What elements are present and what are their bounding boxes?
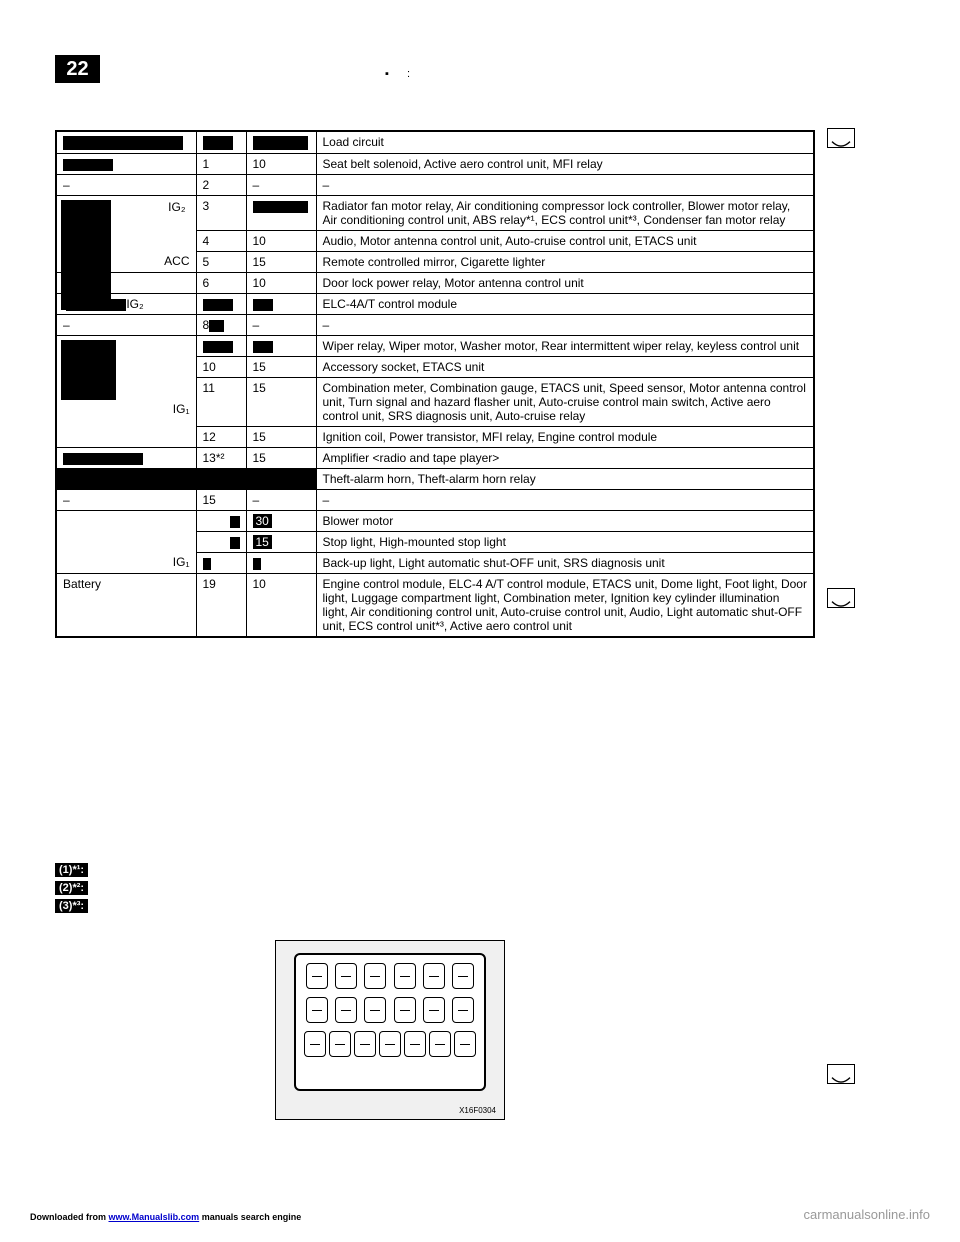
cell: Door lock power relay, Motor antenna con… — [316, 272, 814, 293]
footer-link[interactable]: www.Manualslib.com — [109, 1212, 200, 1222]
cell: 1 — [196, 153, 246, 174]
cell: 10 — [246, 230, 316, 251]
cell: Amplifier <radio and tape player> — [316, 447, 814, 468]
diagram-id: X16F0304 — [459, 1106, 496, 1115]
cell: Battery — [56, 573, 196, 637]
cell: – — [56, 174, 196, 195]
cell: 15 — [246, 426, 316, 447]
table-row: – 15 – – — [56, 489, 814, 510]
table-row: Battery 19 10 Engine control module, ELC… — [56, 573, 814, 637]
cell: Blower motor — [316, 510, 814, 531]
cell: 10 — [246, 272, 316, 293]
cell: 8 — [203, 318, 210, 332]
note-1: (1)*¹: — [55, 863, 88, 877]
cell: 12 — [196, 426, 246, 447]
table-row: Load circuit — [56, 131, 814, 153]
cell: Theft-alarm horn, Theft-alarm horn relay — [316, 468, 814, 489]
side-icon-top — [827, 128, 855, 148]
cell: 2 — [196, 174, 246, 195]
table-row: IG₂ ACC 3 Radiator fan motor relay, Air … — [56, 195, 814, 230]
cell: – — [246, 174, 316, 195]
cell: Accessory socket, ETACS unit — [316, 356, 814, 377]
cell: Ignition coil, Power transistor, MFI rel… — [316, 426, 814, 447]
cell: Back-up light, Light automatic shut-OFF … — [316, 552, 814, 573]
cell: – — [246, 314, 316, 335]
cell: 10 — [246, 573, 316, 637]
cell: 10 — [196, 356, 246, 377]
table-row: 13*² 15 Amplifier <radio and tape player… — [56, 447, 814, 468]
cell: – — [316, 314, 814, 335]
cell: 15 — [246, 447, 316, 468]
table-row: B 6 10 Door lock power relay, Motor ante… — [56, 272, 814, 293]
cell: IG₂ — [126, 297, 143, 311]
cell: IG₁ — [173, 402, 190, 416]
cell: 15 — [246, 251, 316, 272]
cell: 19 — [196, 573, 246, 637]
table-row: 1 10 Seat belt solenoid, Active aero con… — [56, 153, 814, 174]
cell: IG₁ — [173, 555, 190, 569]
cell: 11 — [196, 377, 246, 426]
header-load-circuit: Load circuit — [316, 131, 814, 153]
cell: 15 — [246, 377, 316, 426]
fuse-box-diagram: X16F0304 — [275, 940, 505, 1120]
cell: 15 — [253, 535, 272, 549]
cell: – — [56, 489, 196, 510]
cell: Radiator fan motor relay, Air conditioni… — [316, 195, 814, 230]
cell: Seat belt solenoid, Active aero control … — [316, 153, 814, 174]
cell: – — [316, 174, 814, 195]
footer-left: Downloaded from www.Manualslib.com manua… — [30, 1212, 301, 1222]
cell: 30 — [253, 514, 272, 528]
footer-watermark: carmanualsonline.info — [804, 1207, 930, 1222]
side-icon-bottom — [827, 1064, 855, 1084]
header-dots: ▪ : — [385, 68, 414, 80]
table-row: IIG₂ ELC-4A/T control module — [56, 293, 814, 314]
cell: 5 — [196, 251, 246, 272]
footer-text: Downloaded from — [30, 1212, 109, 1222]
cell: Remote controlled mirror, Cigarette ligh… — [316, 251, 814, 272]
cell: 4 — [196, 230, 246, 251]
cell: Engine control module, ELC-4 A/T control… — [316, 573, 814, 637]
table-row: – 8 – – — [56, 314, 814, 335]
cell: 10 — [246, 153, 316, 174]
footnotes: (1)*¹: (2)*²: (3)*³: — [55, 862, 88, 916]
cell: Audio, Motor antenna control unit, Auto-… — [316, 230, 814, 251]
table-row: IG₁ 30 Blower motor — [56, 510, 814, 531]
cell: 13*² — [196, 447, 246, 468]
side-icon-mid — [827, 588, 855, 608]
footer-text: manuals search engine — [199, 1212, 301, 1222]
cell: 15 — [196, 489, 246, 510]
cell: ACC — [164, 254, 189, 268]
cell: 6 — [196, 272, 246, 293]
cell: Wiper relay, Wiper motor, Washer motor, … — [316, 335, 814, 356]
cell: 3 — [196, 195, 246, 230]
cell: ELC-4A/T control module — [316, 293, 814, 314]
fuse-load-table: Load circuit 1 10 Seat belt solenoid, Ac… — [55, 130, 815, 638]
cell: – — [246, 489, 316, 510]
table-row: . . . Theft-alarm horn, Theft-alarm horn… — [56, 468, 814, 489]
cell: Combination meter, Combination gauge, ET… — [316, 377, 814, 426]
cell: – — [316, 489, 814, 510]
cell: – — [56, 314, 196, 335]
page-number-box: 22 — [55, 55, 100, 83]
table-row: – 2 – – — [56, 174, 814, 195]
table-row: IG₁ Wiper relay, Wiper motor, Washer mot… — [56, 335, 814, 356]
cell: 15 — [246, 356, 316, 377]
cell: IG₂ — [168, 200, 185, 214]
cell: Stop light, High-mounted stop light — [316, 531, 814, 552]
note-2: (2)*²: — [55, 881, 88, 895]
note-3: (3)*³: — [55, 899, 88, 913]
